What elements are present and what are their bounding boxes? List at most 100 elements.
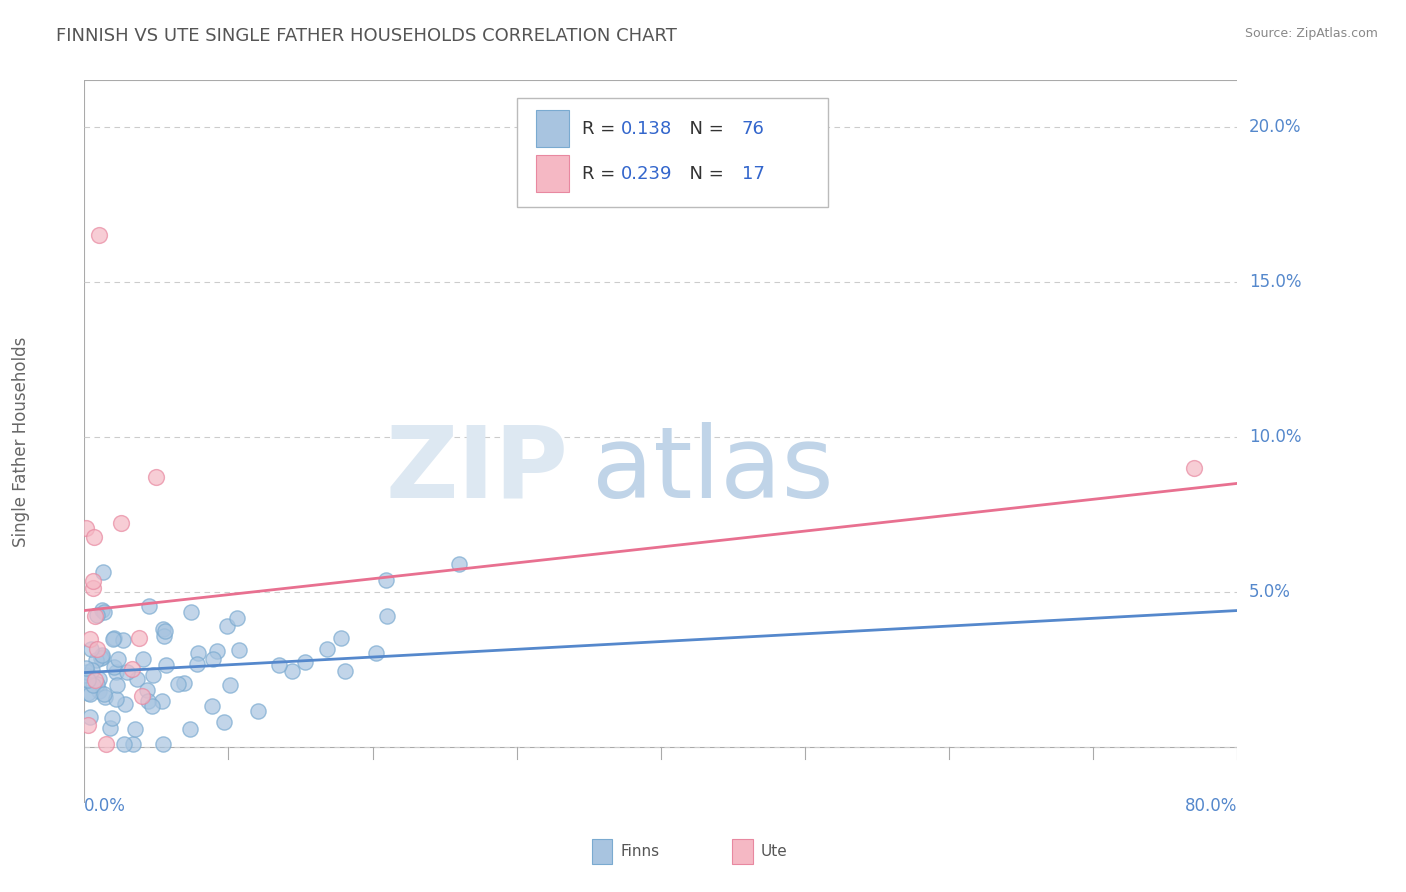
Point <box>202 651 225 665</box>
Point <box>90 650 112 665</box>
Point <box>91 648 114 663</box>
Text: ZIP: ZIP <box>385 422 568 519</box>
Point <box>150 694 173 708</box>
Point <box>155 657 177 672</box>
Point <box>87 672 110 686</box>
Point <box>1182 461 1205 475</box>
Point <box>75 661 97 675</box>
Point <box>217 619 239 633</box>
Point <box>82 663 104 677</box>
Point <box>89 651 111 665</box>
Point <box>167 677 190 691</box>
Point <box>121 662 143 676</box>
Point <box>90 602 112 616</box>
Point <box>135 683 157 698</box>
Point <box>105 678 128 692</box>
FancyBboxPatch shape <box>517 98 828 207</box>
Point <box>136 694 159 708</box>
Point <box>201 698 224 713</box>
Point <box>87 684 110 698</box>
Text: FINNISH VS UTE SINGLE FATHER HOUSEHOLDS CORRELATION CHART: FINNISH VS UTE SINGLE FATHER HOUSEHOLDS … <box>56 27 678 45</box>
Point <box>449 557 471 571</box>
FancyBboxPatch shape <box>733 838 754 864</box>
Text: Source: ZipAtlas.com: Source: ZipAtlas.com <box>1244 27 1378 40</box>
Point <box>152 737 174 751</box>
Point <box>375 608 398 623</box>
Point <box>111 633 134 648</box>
FancyBboxPatch shape <box>536 154 568 193</box>
Point <box>94 737 117 751</box>
Point <box>94 690 117 705</box>
Text: 0.138: 0.138 <box>620 120 672 138</box>
Text: R =: R = <box>582 165 621 183</box>
Text: 15.0%: 15.0% <box>1249 273 1302 291</box>
Point <box>179 723 201 737</box>
Point <box>82 574 104 588</box>
Point <box>141 698 163 713</box>
Text: 20.0%: 20.0% <box>1249 118 1302 136</box>
Point <box>269 658 291 673</box>
Point <box>153 628 176 642</box>
Text: 0.0%: 0.0% <box>84 797 127 814</box>
Point <box>155 624 177 639</box>
Point <box>112 737 135 751</box>
Point <box>82 678 104 692</box>
Point <box>294 655 316 669</box>
Point <box>104 692 127 706</box>
Text: Single Father Households: Single Father Households <box>11 336 30 547</box>
Text: N =: N = <box>678 165 730 183</box>
Text: 76: 76 <box>741 120 765 138</box>
Point <box>145 470 167 484</box>
Point <box>79 632 101 646</box>
Text: Ute: Ute <box>761 844 787 859</box>
Text: 17: 17 <box>741 165 765 183</box>
Point <box>104 665 127 680</box>
Point <box>187 646 209 660</box>
Point <box>75 521 97 535</box>
Point <box>84 653 107 667</box>
FancyBboxPatch shape <box>536 110 568 147</box>
Point <box>316 642 339 657</box>
Point <box>82 581 104 595</box>
Point <box>107 651 129 665</box>
Point <box>83 609 105 624</box>
Text: 80.0%: 80.0% <box>1185 797 1237 814</box>
Point <box>100 711 122 725</box>
Text: N =: N = <box>678 120 730 138</box>
Text: Finns: Finns <box>620 844 659 859</box>
Point <box>333 664 356 678</box>
Point <box>131 690 153 704</box>
Text: 5.0%: 5.0% <box>1249 583 1291 601</box>
Point <box>86 642 108 657</box>
Point <box>375 574 398 588</box>
Point <box>186 657 208 671</box>
Point <box>87 228 110 243</box>
Point <box>86 677 108 691</box>
Point <box>93 605 115 619</box>
Point <box>219 678 242 692</box>
Point <box>122 737 145 751</box>
Point <box>103 631 125 645</box>
FancyBboxPatch shape <box>592 838 613 864</box>
Point <box>98 721 121 735</box>
Point <box>115 665 138 679</box>
Point <box>138 599 160 613</box>
Point <box>207 644 229 658</box>
Point <box>124 722 146 736</box>
Point <box>75 668 97 682</box>
Point <box>80 641 103 656</box>
Point <box>79 687 101 701</box>
Point <box>226 611 249 625</box>
Point <box>114 697 136 711</box>
Point <box>76 665 98 680</box>
Text: atlas: atlas <box>592 422 834 519</box>
Point <box>101 632 124 647</box>
Point <box>79 710 101 724</box>
Point <box>77 685 100 699</box>
Text: R =: R = <box>582 120 621 138</box>
Point <box>125 672 148 686</box>
Point <box>228 642 250 657</box>
Point <box>91 566 114 580</box>
Point <box>132 652 155 666</box>
Point <box>281 664 304 678</box>
